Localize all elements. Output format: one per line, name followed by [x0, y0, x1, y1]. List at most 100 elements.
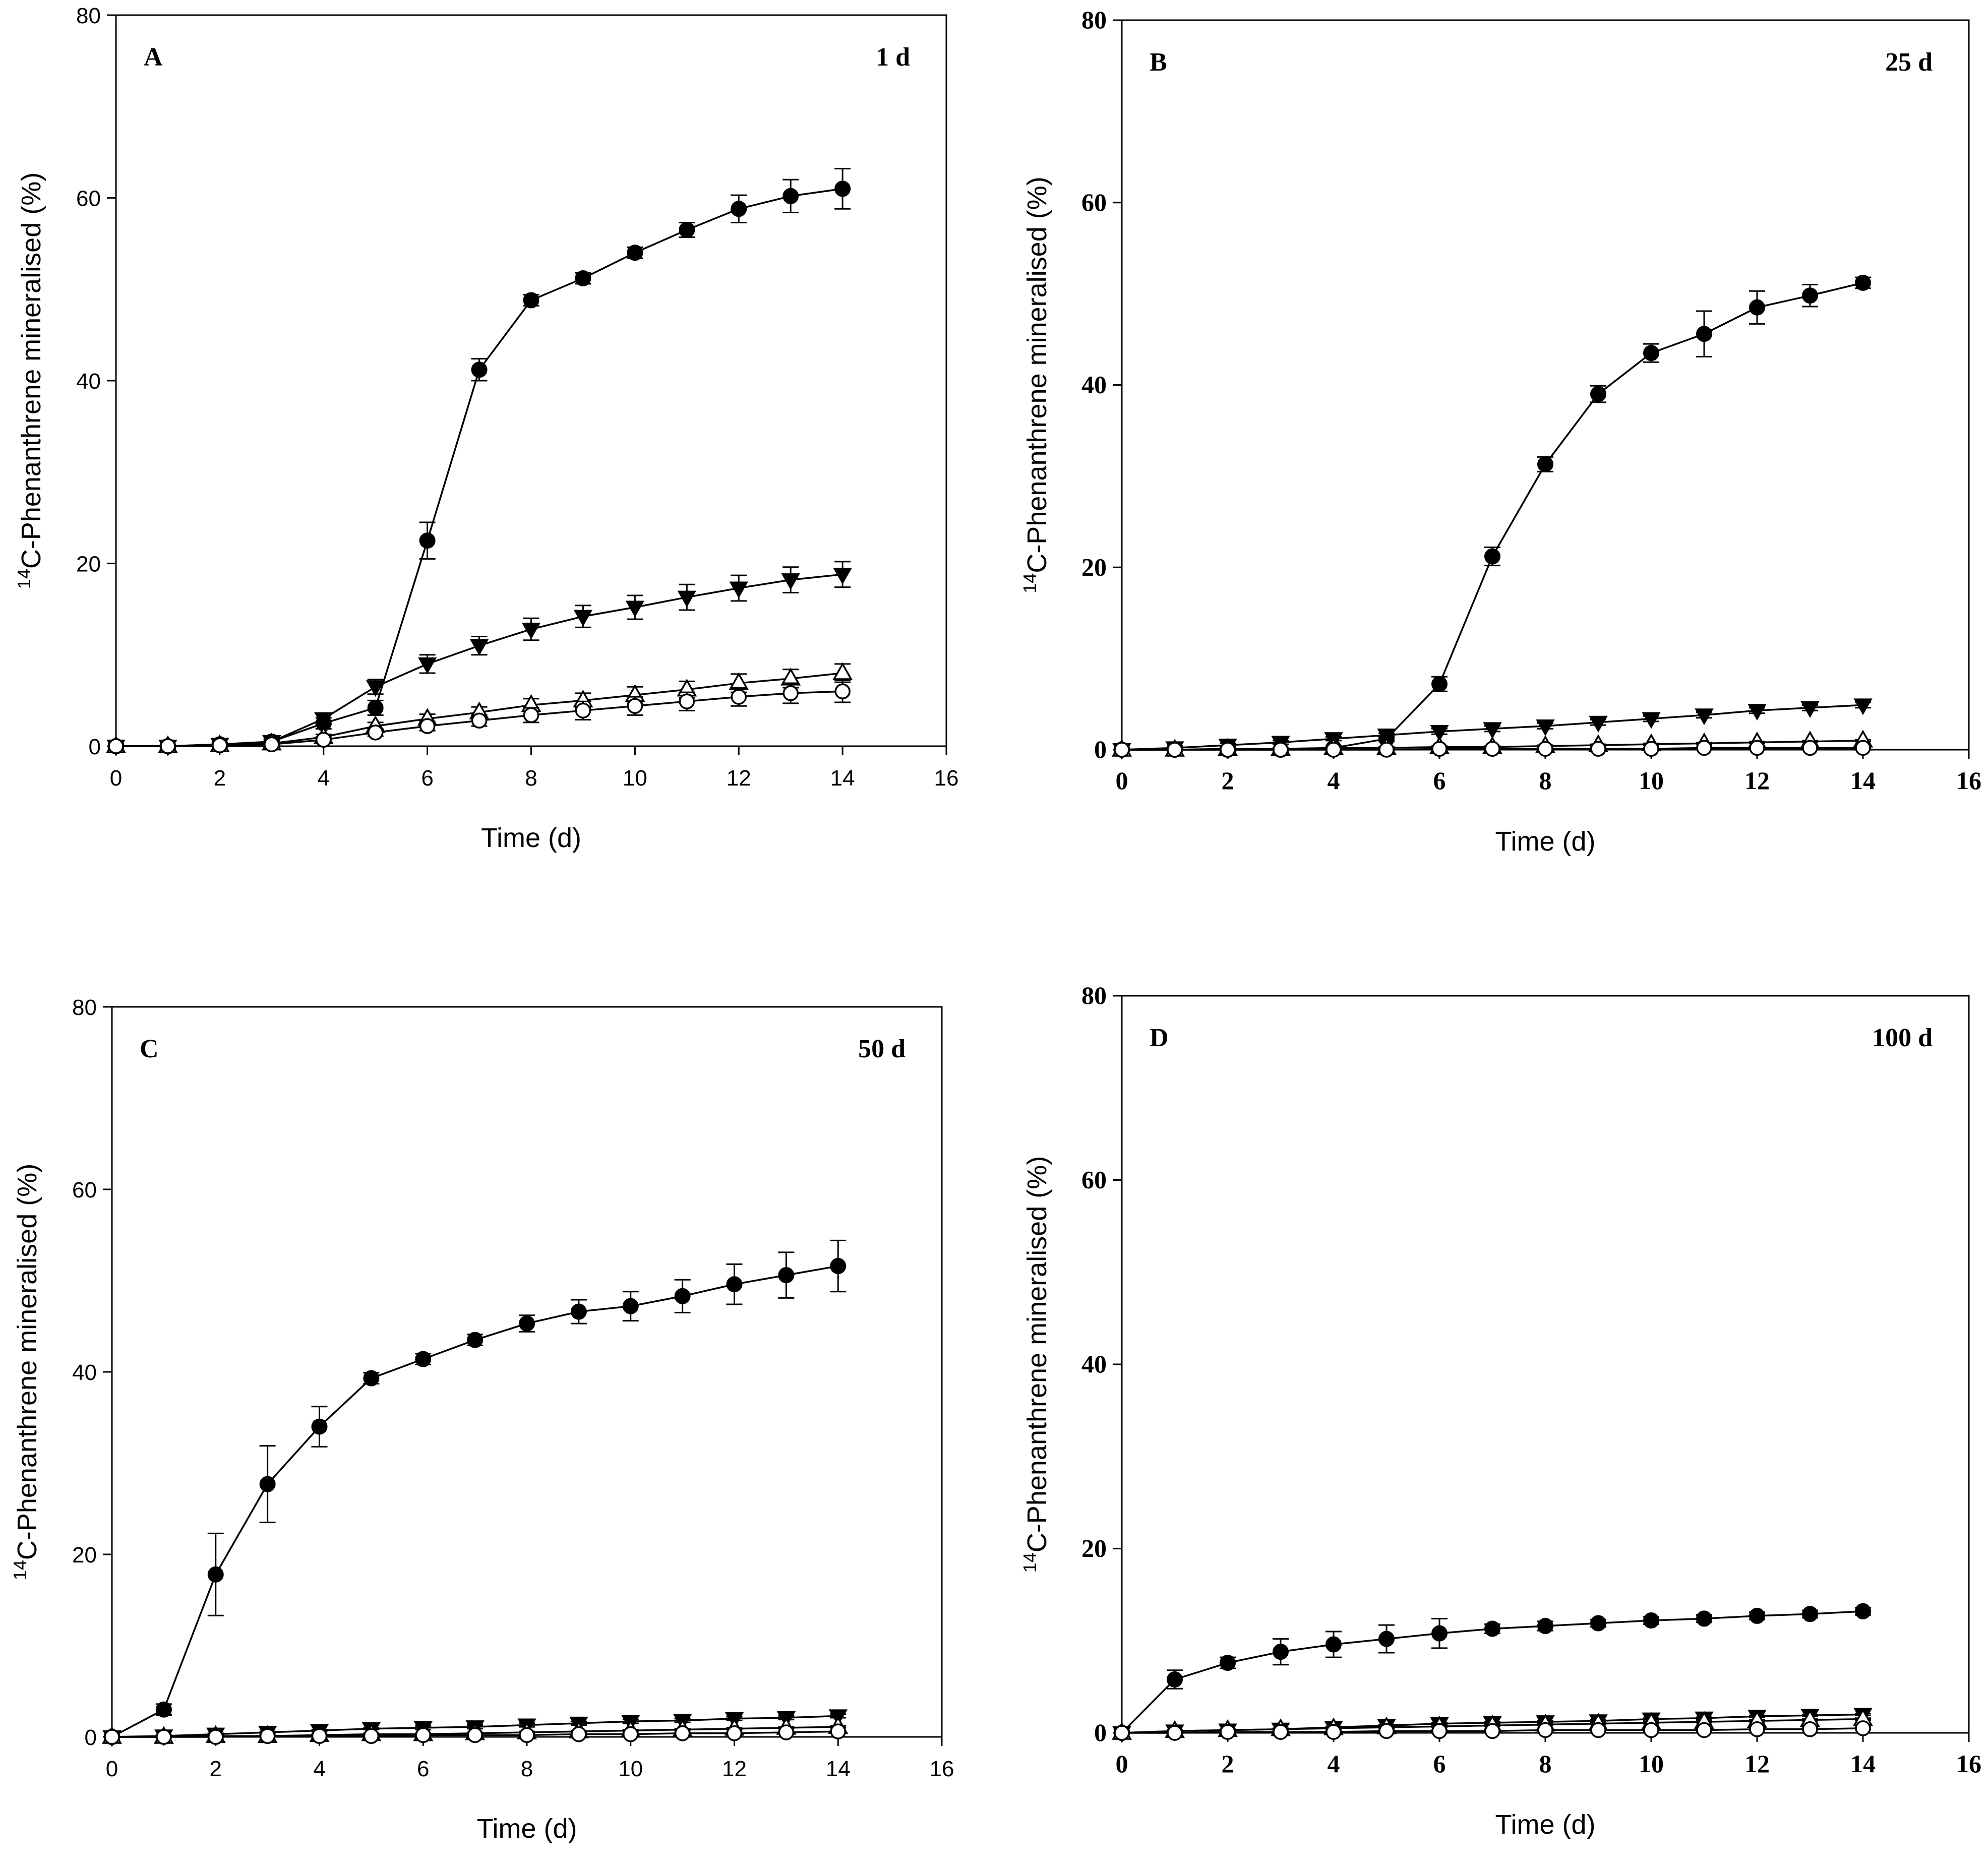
data-point [677, 590, 697, 608]
data-point [1855, 1603, 1871, 1619]
data-point [834, 683, 851, 699]
data-point [264, 736, 280, 753]
y-tick-label: 40 [76, 369, 101, 394]
data-point [1802, 1606, 1818, 1622]
y-tick-label: 0 [1094, 735, 1107, 763]
data-point [519, 1315, 535, 1332]
data-point [570, 1303, 587, 1320]
data-point [1537, 1618, 1553, 1635]
series-line [116, 188, 843, 747]
x-tick-label: 16 [1956, 1750, 1981, 1778]
data-point [1590, 1615, 1606, 1632]
data-point [729, 672, 749, 690]
x-tick-label: 12 [727, 766, 751, 791]
data-point [366, 680, 385, 697]
data-point [1537, 456, 1553, 472]
panel-time-annotation: 100 d [1872, 1023, 1933, 1052]
x-tick-label: 8 [521, 1757, 533, 1781]
data-point [674, 1288, 691, 1304]
data-point [573, 610, 593, 627]
data-point [1537, 1722, 1553, 1738]
series-circle-open [1114, 740, 1871, 758]
x-tick-label: 6 [421, 766, 433, 791]
data-point [1378, 1631, 1395, 1647]
data-point [1114, 742, 1130, 758]
data-point [467, 1332, 484, 1348]
panel-time-annotation: 50 d [858, 1035, 906, 1063]
x-tick-label: 4 [1328, 766, 1340, 795]
x-tick-label: 16 [934, 766, 959, 791]
data-point [1696, 326, 1712, 342]
data-point [1167, 1671, 1183, 1688]
x-axis-title: Time (d) [1495, 1810, 1596, 1840]
x-tick-label: 14 [830, 766, 855, 791]
data-point [1749, 740, 1765, 756]
data-point [419, 718, 436, 734]
data-point [1643, 1722, 1659, 1738]
x-tick-label: 0 [1116, 766, 1128, 795]
data-point [259, 1476, 276, 1492]
y-axis-title: 14C-Phenanthrene mineralised (%) [10, 1164, 42, 1580]
x-tick-label: 12 [1744, 766, 1770, 795]
data-point [674, 1725, 691, 1741]
x-tick-label: 0 [1116, 1750, 1128, 1778]
data-point [1167, 1725, 1183, 1741]
series-circle-open [1114, 1720, 1871, 1741]
y-axis-title-superscript: 14 [1019, 1552, 1040, 1573]
data-point [467, 1727, 483, 1743]
data-point [1749, 299, 1765, 316]
data-point [731, 201, 747, 217]
x-tick-label: 2 [210, 1757, 222, 1781]
data-point [367, 699, 384, 716]
x-tick-label: 2 [214, 766, 226, 791]
data-point [1431, 1625, 1448, 1642]
data-point [156, 1729, 172, 1745]
data-point [1800, 701, 1820, 718]
y-axis-title-text: C-Phenanthrene mineralised (%) [1022, 176, 1052, 573]
x-tick-label: 4 [1328, 1750, 1340, 1778]
data-point [1431, 676, 1448, 692]
y-tick-label: 20 [76, 552, 101, 577]
data-point [1484, 741, 1500, 757]
data-point [469, 639, 489, 656]
x-tick-label: 14 [1850, 766, 1876, 795]
data-point [417, 657, 437, 674]
data-point [1273, 1644, 1289, 1660]
y-tick-label: 20 [72, 1543, 97, 1568]
data-point [782, 685, 799, 701]
x-tick-label: 8 [1539, 766, 1552, 795]
series-circle-filled [108, 168, 851, 754]
data-point [1484, 1620, 1500, 1637]
y-tick-label: 40 [1081, 1350, 1107, 1378]
plot-frame [1121, 19, 1970, 751]
x-tick-label: 0 [106, 1757, 118, 1781]
x-tick-label: 16 [930, 1757, 954, 1781]
data-point [1377, 729, 1396, 746]
data-point [1642, 712, 1661, 729]
data-point [1590, 1722, 1606, 1738]
data-point [1748, 704, 1767, 721]
series-circle-open [108, 680, 851, 754]
data-point [1590, 386, 1606, 402]
data-point [523, 707, 539, 724]
data-point [316, 732, 332, 748]
y-tick-label: 60 [72, 1178, 97, 1202]
data-point [104, 1729, 120, 1745]
y-axis-title-superscript: 14 [10, 1560, 30, 1580]
x-axis-title: Time (d) [1495, 826, 1596, 857]
data-point [571, 1726, 587, 1742]
x-axis-title: Time (d) [477, 1814, 577, 1844]
x-axis-title: Time (d) [481, 823, 581, 853]
y-tick-label: 20 [1081, 1534, 1107, 1562]
data-point [1430, 725, 1449, 742]
y-tick-label: 80 [1081, 981, 1107, 1009]
y-tick-label: 40 [72, 1360, 97, 1385]
data-point [415, 1727, 431, 1743]
data-point [832, 662, 853, 680]
x-tick-label: 4 [318, 766, 330, 791]
x-tick-label: 14 [1850, 1750, 1876, 1778]
panel-time-annotation: 25 d [1885, 48, 1933, 77]
y-tick-label: 60 [76, 187, 101, 211]
